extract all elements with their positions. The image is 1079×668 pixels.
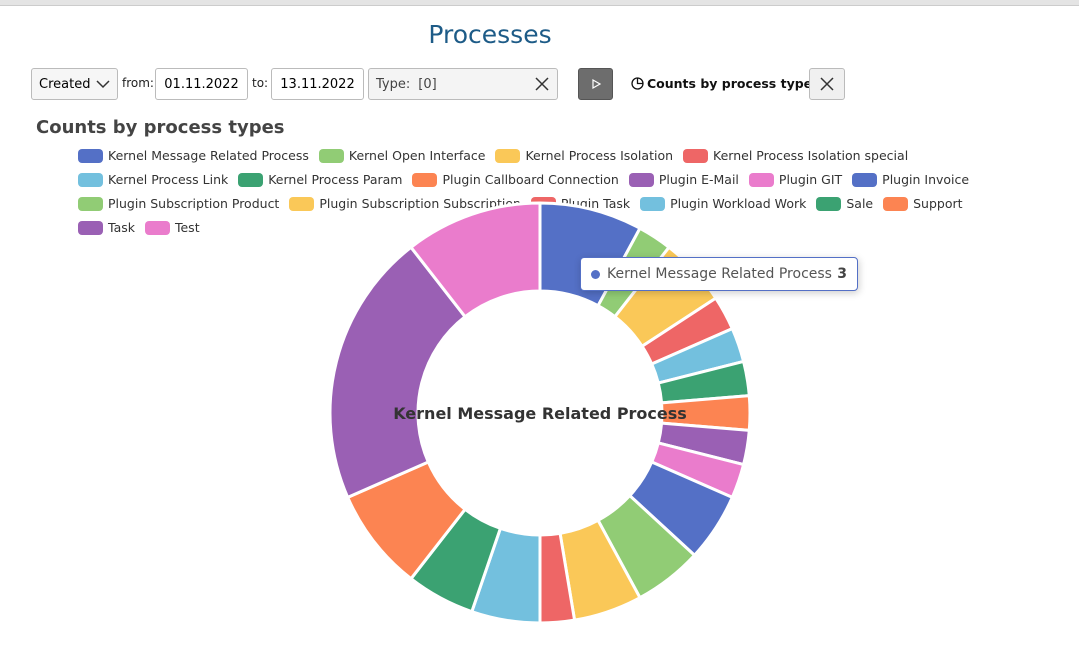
- donut-segment: [409, 201, 542, 319]
- legend-label: Support: [913, 196, 963, 211]
- chart-title: Counts by process types: [36, 117, 285, 138]
- legend-swatch: [852, 172, 878, 187]
- type-label: Type:: [376, 76, 411, 92]
- from-label: from:: [122, 76, 154, 90]
- legend-label: Plugin E-Mail: [658, 172, 739, 187]
- legend-label: Kernel Process Link: [108, 172, 229, 187]
- legend-swatch: [683, 148, 709, 163]
- center-label: Kernel Message Related Process: [393, 404, 687, 423]
- legend-swatch: [289, 196, 315, 211]
- from-input[interactable]: 01.11.2022: [155, 68, 248, 100]
- legend-label: Plugin Subscription Subscription: [319, 196, 521, 211]
- legend-label: Plugin Invoice: [882, 172, 970, 187]
- legend-swatch: [628, 172, 654, 187]
- run-button[interactable]: [578, 68, 613, 100]
- legend-swatch: [412, 172, 438, 187]
- legend-label: Plugin Callboard Connection: [442, 172, 619, 187]
- pie-icon: [631, 77, 644, 90]
- legend-item[interactable]: Kernel Message Related Process: [78, 147, 309, 164]
- legend-swatch: [883, 196, 909, 211]
- chevron: [96, 80, 110, 89]
- legend-label: Kernel Process Param: [268, 172, 403, 187]
- legend: Kernel Message Related Process Kernel Ope…: [78, 147, 1018, 236]
- legend-label: Plugin GIT: [778, 172, 843, 187]
- legend-item[interactable]: Kernel Open Interface: [318, 147, 486, 164]
- legend-swatch: [144, 220, 170, 235]
- from-value: 01.11.2022: [164, 76, 239, 92]
- legend-item[interactable]: Kernel Process Isolation: [495, 147, 673, 164]
- legend-label: Kernel Open Interface: [348, 148, 486, 163]
- legend-item[interactable]: Support: [883, 195, 963, 212]
- type-value: [0]: [418, 76, 437, 92]
- to-value: 13.11.2022: [280, 76, 355, 92]
- legend-label: Kernel Process Isolation: [525, 148, 674, 163]
- legend-swatch: [816, 196, 842, 211]
- legend-item[interactable]: Plugin GIT: [748, 171, 843, 188]
- legend-item[interactable]: Plugin Subscription Product: [78, 195, 279, 212]
- legend-swatch: [318, 148, 344, 163]
- tooltip-value: 3: [837, 266, 847, 282]
- top-bar: [0, 0, 1079, 6]
- legend-label: Sale: [846, 196, 874, 211]
- legend-swatch: [238, 172, 264, 187]
- legend-swatch: [640, 196, 666, 211]
- type-input[interactable]: Type: [0]: [368, 68, 558, 100]
- legend-swatch: [748, 172, 774, 187]
- to-input[interactable]: 13.11.2022: [271, 68, 364, 100]
- legend-swatch: [78, 148, 103, 163]
- legend-item[interactable]: Plugin Subscription Subscription: [289, 195, 521, 212]
- tooltip-dot: [591, 269, 600, 279]
- legend-label: Plugin Subscription Product: [108, 196, 280, 211]
- close-button[interactable]: [809, 68, 845, 100]
- to-label: to:: [252, 76, 269, 90]
- legend-swatch: [495, 148, 521, 163]
- view-label: Counts by process types: [647, 76, 820, 91]
- legend-swatch: [78, 172, 103, 187]
- legend-label: Kernel Process Isolation special: [713, 148, 909, 163]
- clear-icon[interactable]: [535, 77, 549, 91]
- legend-item[interactable]: Plugin E-Mail: [628, 171, 739, 188]
- tooltip-name: Kernel Message Related Process: [607, 266, 832, 282]
- donut-segment: [328, 245, 467, 499]
- legend-item[interactable]: Plugin Invoice: [852, 171, 969, 188]
- legend-swatch: [78, 196, 103, 211]
- legend-item[interactable]: Kernel Process Isolation special: [683, 147, 908, 164]
- page-title: Processes: [428, 20, 552, 49]
- legend-label: Test: [174, 220, 200, 235]
- legend-item[interactable]: Kernel Process Link: [78, 171, 228, 188]
- legend-swatch: [78, 220, 103, 235]
- legend-item[interactable]: Plugin Workload Work: [640, 195, 806, 212]
- legend-item[interactable]: Kernel Process Param: [238, 171, 402, 188]
- close-icon: [820, 77, 834, 91]
- tooltip: Kernel Message Related Process 3: [580, 257, 858, 291]
- legend-item[interactable]: Sale: [816, 195, 873, 212]
- view-toggle[interactable]: Counts by process types: [631, 76, 820, 91]
- legend-item[interactable]: Test: [144, 219, 200, 236]
- select-value: Created: [39, 76, 91, 92]
- legend-item[interactable]: Task: [78, 219, 135, 236]
- legend-label: Plugin Workload Work: [670, 196, 807, 211]
- play-icon: [591, 78, 601, 90]
- legend-label: Kernel Message Related Process: [108, 148, 309, 163]
- legend-label: Task: [108, 220, 135, 235]
- legend-item[interactable]: Plugin Callboard Connection: [412, 171, 619, 188]
- date-field-select[interactable]: Created: [31, 68, 118, 100]
